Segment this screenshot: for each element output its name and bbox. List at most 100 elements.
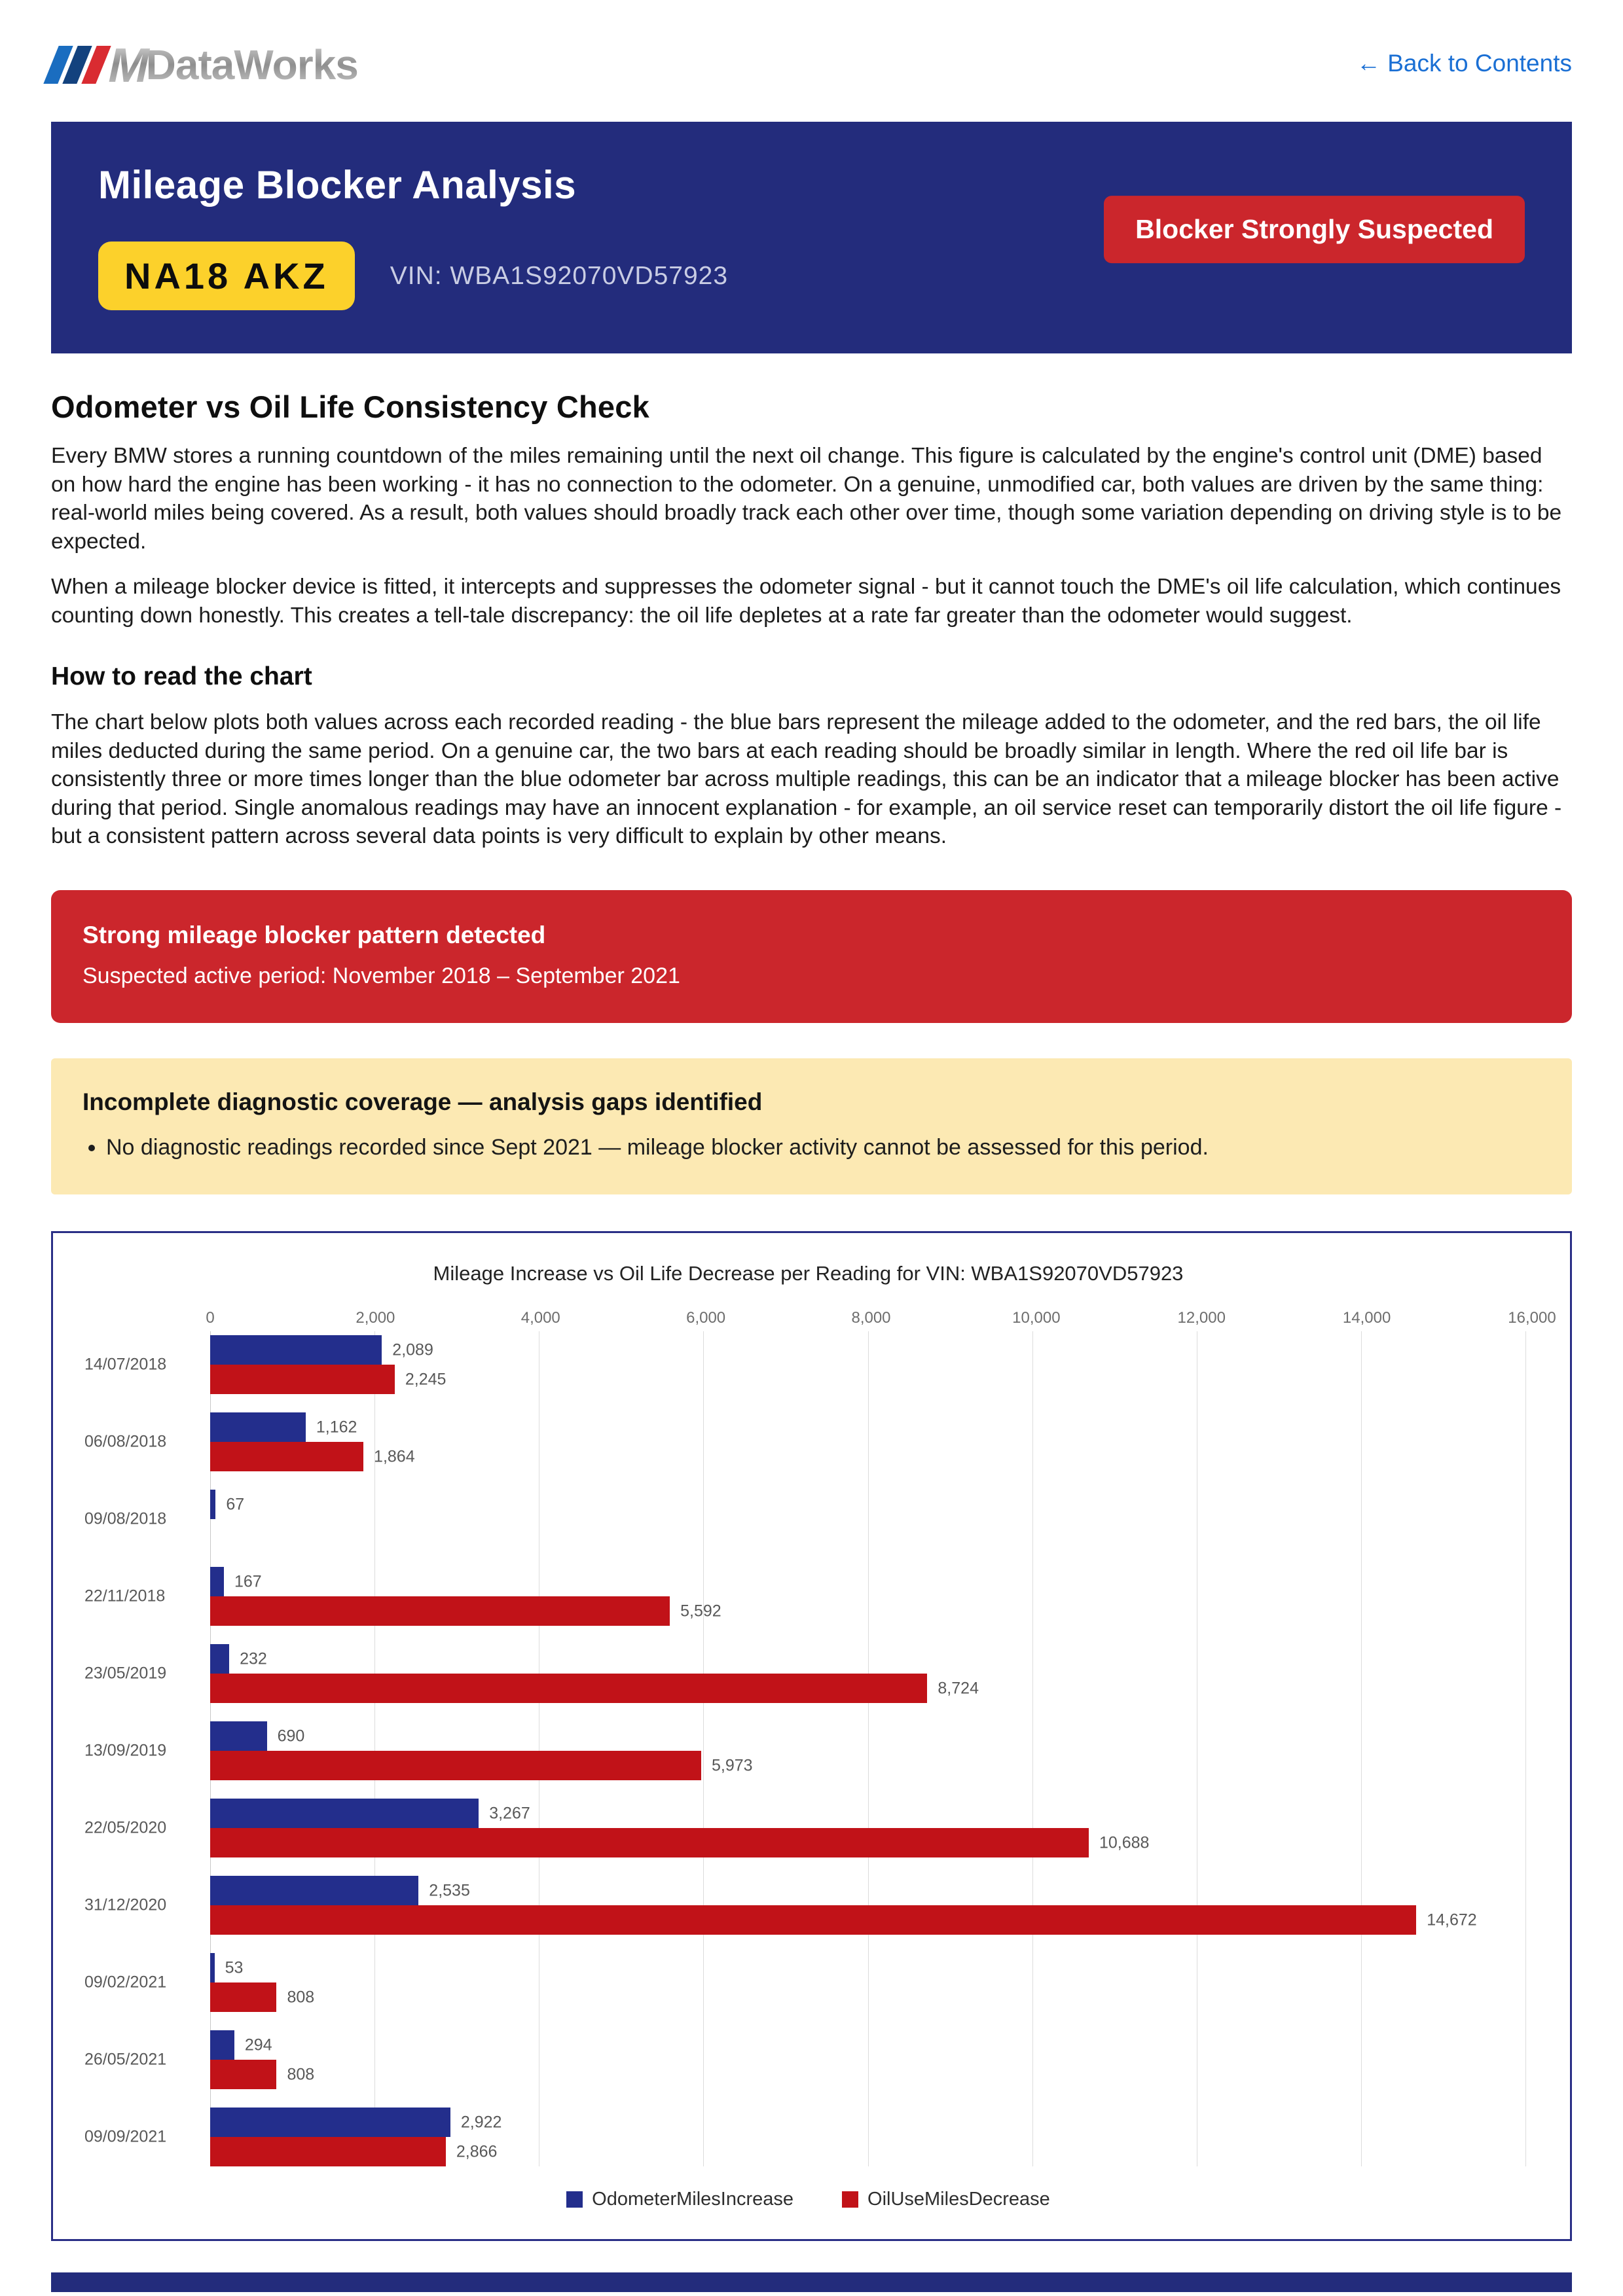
- odometermilesincrease-bar: 232: [210, 1644, 267, 1674]
- x-tick-label: 10,000: [1012, 1309, 1061, 1327]
- bar-value-label: 8,724: [938, 1679, 979, 1698]
- warning-box: Incomplete diagnostic coverage — analysi…: [51, 1058, 1572, 1195]
- bar-group: 2,535 14,672: [210, 1876, 1525, 1935]
- odometermilesincrease-bar: 2,535: [210, 1876, 470, 1906]
- legend-item-oilusemilesdecrease: OilUseMilesDecrease: [842, 2189, 1050, 2210]
- bar-value-label: 808: [287, 1988, 315, 2007]
- chart-row: 31/12/2020 2,535 14,672: [84, 1876, 1525, 1935]
- chart-row: 09/02/2021 53 808: [84, 1953, 1525, 2013]
- row-date-label: 22/05/2020: [84, 1818, 167, 1837]
- warning-bullet: No diagnostic readings recorded since Se…: [106, 1133, 1541, 1162]
- chart-legend: OdometerMilesIncrease OilUseMilesDecrease: [84, 2189, 1532, 2210]
- chart-row: 22/05/2020 3,267 10,688: [84, 1799, 1525, 1858]
- x-tick-label: 8,000: [851, 1309, 891, 1327]
- registration-plate: NA18 AKZ: [98, 242, 355, 310]
- bar-group: 2,089 2,245: [210, 1335, 1525, 1395]
- legend-label: OdometerMilesIncrease: [592, 2189, 794, 2210]
- row-date-label: 09/08/2018: [84, 1509, 167, 1528]
- alert-banner: Strong mileage blocker pattern detected …: [51, 890, 1572, 1024]
- bar-value-label: 1,864: [374, 1447, 415, 1466]
- oilusemilesdecrease-bar: 1,864: [210, 1442, 415, 1472]
- chart-row: 26/05/2021 294 808: [84, 2030, 1525, 2090]
- oilusemilesdecrease-bar: 808: [210, 1982, 314, 2013]
- row-date-label: 06/08/2018: [84, 1432, 167, 1451]
- mileage-vs-oil-chart: Mileage Increase vs Oil Life Decrease pe…: [51, 1231, 1572, 2242]
- legend-swatch-icon: [566, 2191, 583, 2208]
- bar-value-label: 2,866: [456, 2142, 498, 2161]
- oilusemilesdecrease-bar: 808: [210, 2060, 314, 2090]
- legend-item-odometermilesincrease: OdometerMilesIncrease: [566, 2189, 793, 2210]
- bar-value-label: 5,592: [680, 1602, 721, 1621]
- oilusemilesdecrease-bar: 8,724: [210, 1674, 979, 1704]
- chart-row: 13/09/2019 690 5,973: [84, 1721, 1525, 1781]
- bar-value-label: 2,089: [392, 1340, 433, 1359]
- warning-bullet-list: No diagnostic readings recorded since Se…: [88, 1133, 1541, 1162]
- chart-row: 23/05/2019 232 8,724: [84, 1644, 1525, 1704]
- gridline: [1525, 1331, 1526, 2167]
- m-letter: M: [103, 38, 156, 92]
- bar-group: 232 8,724: [210, 1644, 1525, 1704]
- bar-group: 67: [210, 1490, 1525, 1549]
- bar-value-label: 2,922: [460, 2113, 502, 2132]
- section-heading-consistency-check: Odometer vs Oil Life Consistency Check: [51, 389, 649, 424]
- paragraph-oil-life-explainer: Every BMW stores a running countdown of …: [51, 444, 1562, 554]
- warning-title: Incomplete diagnostic coverage — analysi…: [82, 1088, 763, 1116]
- odometermilesincrease-bar: 3,267: [210, 1799, 530, 1829]
- bar-value-label: 67: [226, 1495, 245, 1514]
- chart-plot-area: 14/07/2018 2,089 2,245 06/08/2018 1,162 1,864…: [84, 1331, 1526, 2167]
- bar-value-label: 690: [277, 1727, 305, 1746]
- row-date-label: 09/09/2021: [84, 2127, 167, 2146]
- odometermilesincrease-bar: 294: [210, 2030, 272, 2060]
- bar-group: 3,267 10,688: [210, 1799, 1525, 1858]
- bar-group: 53 808: [210, 1953, 1525, 2013]
- bar-value-label: 232: [240, 1649, 267, 1668]
- chart-row: 09/09/2021 2,922 2,866: [84, 2108, 1525, 2167]
- oilusemilesdecrease-bar: 2,245: [210, 1365, 446, 1395]
- vehicle-identity-row: NA18 AKZ VIN: WBA1S92070VD57923: [98, 242, 1525, 310]
- row-date-label: 23/05/2019: [84, 1664, 167, 1683]
- oilusemilesdecrease-bar: 2,866: [210, 2137, 497, 2167]
- row-date-label: 14/07/2018: [84, 1355, 167, 1374]
- bar-group: 294 808: [210, 2030, 1525, 2090]
- row-date-label: 22/11/2018: [84, 1587, 166, 1605]
- bar-value-label: 294: [244, 2036, 272, 2054]
- brand-logo: M DataWorks: [43, 38, 359, 92]
- x-tick-label: 0: [206, 1309, 215, 1327]
- row-date-label: 31/12/2020: [84, 1895, 167, 1914]
- alert-subtitle: Suspected active period: November 2018 –…: [82, 963, 680, 989]
- x-tick-label: 12,000: [1177, 1309, 1226, 1327]
- paragraph-blocker-explainer: When a mileage blocker device is fitted,…: [51, 575, 1561, 628]
- odometermilesincrease-bar: 2,922: [210, 2108, 501, 2138]
- bar-value-label: 14,672: [1427, 1910, 1477, 1929]
- x-tick-label: 2,000: [356, 1309, 395, 1327]
- bar-value-label: 167: [234, 1572, 262, 1591]
- section-heading-how-to-read: How to read the chart: [51, 662, 312, 691]
- chart-title: Mileage Increase vs Oil Life Decrease pe…: [433, 1262, 1184, 1285]
- odometermilesincrease-bar: 53: [210, 1953, 243, 1983]
- odometermilesincrease-bar: 2,089: [210, 1335, 433, 1365]
- x-axis-ticks: 0 2,000 4,000 6,000 8,000 10,000 12,000 14,000 1…: [206, 1305, 1556, 1333]
- chart-row: 22/11/2018 167 5,592: [84, 1567, 1525, 1626]
- legend-swatch-icon: [842, 2191, 859, 2208]
- row-date-label: 13/09/2019: [84, 1741, 167, 1760]
- chart-row: 09/08/2018 67: [84, 1490, 1525, 1549]
- report-header-band: Mileage Blocker Analysis NA18 AKZ VIN: W…: [51, 122, 1572, 353]
- top-bar: M DataWorks ← Back to Contents: [0, 0, 1623, 92]
- bar-value-label: 10,688: [1099, 1833, 1150, 1852]
- odometermilesincrease-bar: 67: [210, 1490, 244, 1520]
- bar-value-label: 808: [287, 2065, 315, 2084]
- bar-group: 2,922 2,866: [210, 2108, 1525, 2167]
- row-date-label: 26/05/2021: [84, 2050, 167, 2069]
- bar-value-label: 53: [225, 1958, 244, 1977]
- x-tick-label: 4,000: [520, 1309, 560, 1327]
- bar-value-label: 1,162: [316, 1418, 357, 1437]
- back-to-contents-link[interactable]: ← Back to Contents: [1356, 50, 1572, 77]
- oilusemilesdecrease-bar: 10,688: [210, 1828, 1149, 1858]
- footer-bar: [51, 2272, 1572, 2292]
- row-date-label: 09/02/2021: [84, 1973, 167, 1992]
- chart-row: 06/08/2018 1,162 1,864: [84, 1412, 1525, 1472]
- bar-group: 167 5,592: [210, 1567, 1525, 1626]
- bmw-m-stripes-icon: M: [43, 38, 156, 92]
- oilusemilesdecrease-bar: 5,592: [210, 1596, 721, 1626]
